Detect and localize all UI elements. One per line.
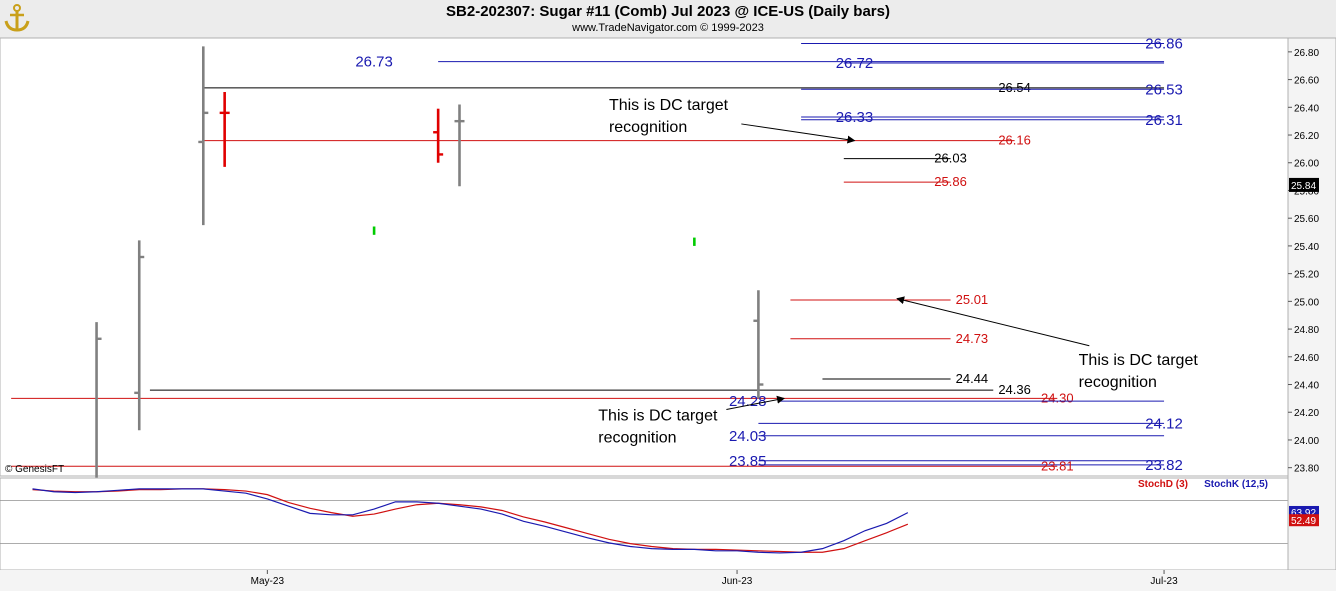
- level-label: 26.72: [836, 55, 874, 72]
- price-panel: 26.86 26.73 26.72 26.54 26.53 26.33 26.31 26.16…: [0, 36, 1289, 485]
- price-bar: [454, 104, 465, 187]
- level-label: 26.16: [998, 133, 1031, 148]
- annotation: This is DC target recognition: [896, 296, 1199, 391]
- x-tick-label: Jun-23: [722, 576, 753, 587]
- axes: 23.80 24.00 24.20 24.40 24.60 24.80 25.00 25.20…: [0, 37, 1336, 591]
- y-tick-label: 25.20: [1294, 270, 1319, 281]
- x-tick-label: Jul-23: [1150, 576, 1178, 587]
- annotation-text: This is DC target: [598, 408, 718, 425]
- level-label: 24.03: [729, 428, 767, 445]
- y-tick-label: 26.60: [1294, 76, 1319, 87]
- stoch-legend: StochD (3) StochK (12,5): [1138, 479, 1268, 490]
- x-axis-area: [0, 570, 1336, 591]
- level-label: 24.12: [1145, 415, 1183, 432]
- level-label: 26.54: [998, 80, 1031, 95]
- price-plot-area: [0, 37, 1289, 477]
- level-label: 23.85: [729, 453, 767, 470]
- stoch-readout-label: 63.92: [1291, 508, 1316, 519]
- level-label: 26.03: [934, 151, 967, 166]
- annotation: This is DC target recognition: [609, 97, 856, 144]
- price-bar: [198, 46, 209, 226]
- y-tick-label: 26.00: [1294, 159, 1319, 170]
- price-bar: [433, 108, 444, 163]
- annotation-text: recognition: [1079, 374, 1157, 391]
- last-price-label: 25.84: [1291, 181, 1316, 192]
- last-price-box: [1289, 177, 1319, 192]
- stoch-readout-box: [1289, 514, 1319, 527]
- legend-stochd: StochD (3): [1138, 479, 1188, 490]
- annotation-text: recognition: [609, 119, 687, 136]
- level-label: 25.01: [956, 292, 989, 307]
- stoch-readout-label: 52.49: [1291, 516, 1316, 527]
- x-tick-label: May-23: [251, 576, 285, 587]
- y-tick-label: 25.40: [1294, 242, 1319, 253]
- chart-title: SB2-202307: Sugar #11 (Comb) Jul 2023 @ …: [446, 3, 890, 20]
- stoch-plot-area: [0, 477, 1289, 571]
- level-label: 26.86: [1145, 36, 1183, 53]
- level-label: 23.81: [1041, 458, 1074, 473]
- level-label: 25.86: [934, 174, 967, 189]
- level-label: 26.33: [836, 109, 874, 126]
- stoch-series-line: [32, 488, 909, 554]
- level-label: 26.31: [1145, 112, 1183, 129]
- price-bar: [753, 290, 764, 399]
- y-tick-label: 25.60: [1294, 214, 1319, 225]
- y-tick-label: 25.00: [1294, 297, 1319, 308]
- y-tick-label: 25.80: [1294, 186, 1319, 197]
- annotation: This is DC target recognition: [598, 395, 786, 447]
- annotation-text: This is DC target: [1079, 352, 1199, 369]
- y-tick-label: 23.80: [1294, 464, 1319, 475]
- chart-header: SB2-202307: Sugar #11 (Comb) Jul 2023 @ …: [0, 0, 1336, 38]
- annotation-arrow: [741, 123, 856, 144]
- level-label: 24.44: [956, 371, 989, 386]
- level-label: 26.53: [1145, 81, 1183, 98]
- watermark: © GenesisFT: [5, 464, 64, 475]
- y-tick-label: 24.00: [1294, 436, 1319, 447]
- stochastic-panel: StochD (3) StochK (12,5): [0, 477, 1289, 571]
- y-tick-label: 24.80: [1294, 325, 1319, 336]
- y-tick-label: 24.60: [1294, 353, 1319, 364]
- annotation-text: This is DC target: [609, 97, 729, 114]
- y-tick-label: 24.40: [1294, 381, 1319, 392]
- annotation-arrow: [896, 296, 1090, 347]
- y-axis-area: [1287, 37, 1336, 571]
- y-tick-label: 26.40: [1294, 103, 1319, 114]
- level-label: 26.73: [355, 54, 393, 71]
- level-label: 24.73: [956, 331, 989, 346]
- chart-subtitle: www.TradeNavigator.com © 1999-2023: [572, 22, 764, 34]
- price-bar: [134, 240, 145, 431]
- legend-stochk: StochK (12,5): [1204, 479, 1268, 490]
- anchor-logo-icon: [4, 4, 30, 32]
- level-label: 23.82: [1145, 457, 1183, 474]
- level-label: 24.30: [1041, 390, 1074, 405]
- y-tick-label: 26.20: [1294, 131, 1319, 142]
- level-label: 24.36: [998, 382, 1031, 397]
- y-tick-label: 26.80: [1294, 48, 1319, 59]
- annotation-arrow: [726, 395, 786, 410]
- price-bar: [219, 92, 230, 167]
- y-tick-label: 24.20: [1294, 408, 1319, 419]
- annotation-text: recognition: [598, 430, 676, 447]
